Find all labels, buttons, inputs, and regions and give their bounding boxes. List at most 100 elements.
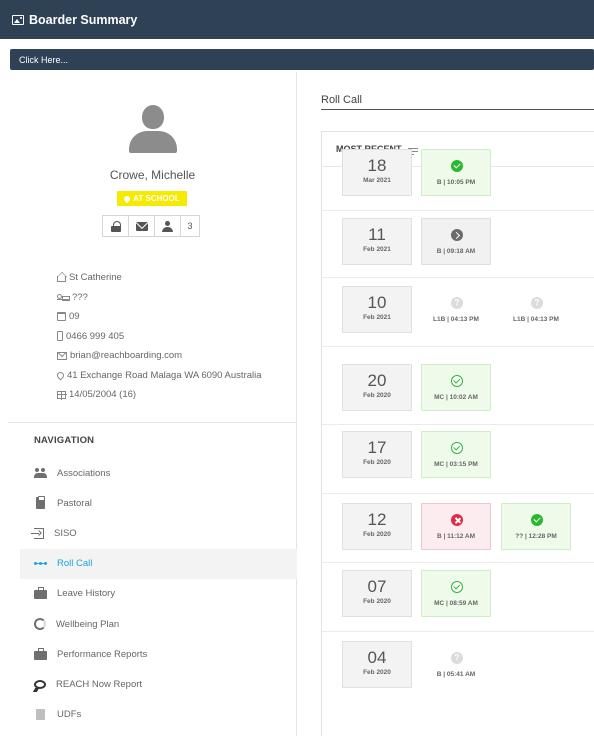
date-month: Feb 2020 [363,392,391,399]
roll-call-status[interactable]: ? L1B | 04:13 PM [421,286,491,333]
home-icon [57,276,66,283]
ring-icon [34,618,46,631]
title-underline [321,109,594,110]
student-details: St Catherine ??? 09 0466 999 405 brian@r… [55,268,262,405]
nav-item-udfs[interactable]: UDFs [20,700,297,730]
date-tile: 18 Mar 2021 [342,149,412,196]
date-tile: 04 Feb 2020 [342,641,412,688]
date-day: 18 [367,156,387,175]
window-title: Boarder Summary [29,12,138,27]
roll-call-status[interactable]: B | 09:18 AM [421,218,491,265]
check-outline-icon [451,581,463,593]
arrow-circle-icon [451,229,463,241]
user-icon [162,220,173,232]
detail-room: ??? [57,288,262,308]
check-circle-icon [531,514,543,526]
navigation-list: Associations Pastoral SISO Roll Call Lea… [20,458,297,730]
detail-year: 09 [57,307,262,327]
date-day: 12 [367,510,387,529]
associations-icon [34,467,47,479]
lock-button[interactable] [102,215,129,237]
date-tile: 12 Feb 2020 [342,503,412,550]
student-name: Crowe, Michelle [109,168,196,182]
bed-icon [57,294,70,302]
date-day: 17 [367,438,387,457]
briefcase-icon [34,587,47,600]
status-label: B | 11:12 AM [436,533,476,540]
detail-phone: 0466 999 405 [57,327,262,347]
mail-icon [135,221,148,231]
roll-call-status[interactable]: ? B | 05:41 AM [421,641,491,688]
status-label: B | 10:05 PM [436,179,476,186]
roll-call-status[interactable]: ? L1B | 04:13 PM [501,286,571,333]
roll-call-status[interactable]: MC | 10:02 AM [421,364,491,411]
image-icon [12,14,24,25]
row-divider [322,424,594,425]
birthday-icon [57,391,67,401]
date-tile: 20 Feb 2020 [342,364,412,411]
email-button[interactable] [128,215,155,237]
date-month: Feb 2020 [363,669,391,676]
detail-email: brian@reachboarding.com [57,346,262,366]
roll-call-status[interactable]: MC | 03:15 PM [421,431,491,478]
contacts-button[interactable] [154,215,181,237]
roll-call-status[interactable]: B | 11:12 AM [421,503,491,550]
date-month: Feb 2020 [363,459,391,466]
nav-item-reach-now-report[interactable]: REACH Now Report [20,669,297,699]
date-tile: 17 Feb 2020 [342,431,412,478]
nav-item-wellbeing-plan[interactable]: Wellbeing Plan [20,609,297,639]
avatar-body [129,131,177,153]
click-here-bar[interactable]: Click Here... [10,49,594,70]
date-month: Feb 2021 [363,314,391,321]
date-month: Feb 2020 [363,598,391,605]
check-outline-icon [451,442,463,454]
nav-item-pastoral[interactable]: Pastoral [20,488,297,518]
calendar-icon [57,312,66,322]
x-circle-icon [451,514,463,526]
question-circle-icon: ? [451,652,463,664]
divider [8,422,297,423]
date-tile: 11 Feb 2021 [342,218,412,265]
avatar [129,105,177,153]
date-day: 04 [367,648,387,667]
date-day: 07 [367,577,387,596]
row-divider [322,210,594,211]
roll-call-status[interactable]: MC | 08:59 AM [421,570,491,617]
roll-call-icon [34,558,47,569]
status-badge-label: AT SCHOOL [133,194,180,203]
date-day: 20 [367,371,387,390]
nav-item-roll-call[interactable]: Roll Call [20,548,297,579]
nav-item-associations[interactable]: Associations [20,458,297,488]
detail-birthday: 14/05/2004 (16) [57,385,262,405]
nav-item-leave-history[interactable]: Leave History [20,579,297,609]
nav-item-siso[interactable]: SISO [20,518,297,548]
avatar-head [142,105,164,129]
location-icon [55,370,66,381]
row-divider [322,277,594,278]
date-month: Mar 2021 [363,177,391,184]
roll-call-status[interactable]: B | 10:05 PM [421,149,491,196]
date-month: Feb 2021 [363,246,391,253]
location-pin-icon [122,194,132,203]
page-title: Roll Call [321,94,362,106]
status-label: MC | 08:59 AM [434,600,478,607]
status-label: L1B | 04:13 PM [513,316,559,323]
date-tile: 07 Feb 2020 [342,570,412,617]
sign-in-icon [31,527,44,539]
briefcase-icon [34,647,47,660]
row-divider [322,631,594,632]
lock-icon [110,220,121,232]
status-badge: AT SCHOOL [117,191,187,206]
action-buttons: 3 [102,215,200,237]
nav-item-performance-reports[interactable]: Performance Reports [20,639,297,669]
row-divider [322,493,594,494]
date-month: Feb 2020 [363,531,391,538]
question-circle-icon: ? [451,297,463,309]
window-titlebar: Boarder Summary [0,0,594,39]
status-label: B | 09:18 AM [436,248,476,255]
roll-call-status[interactable]: ?? | 12:28 PM [501,503,571,550]
mail-outline-icon [57,351,67,360]
